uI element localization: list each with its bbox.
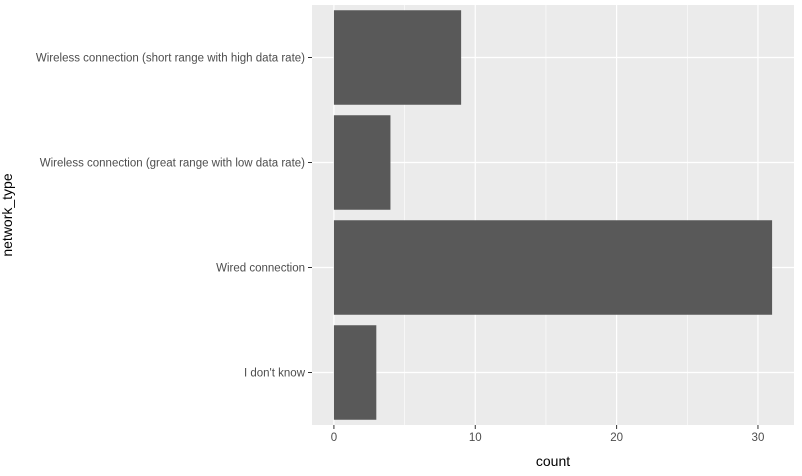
x-tick-label: 30 (752, 432, 765, 444)
x-tick-label: 0 (331, 432, 337, 444)
bar (333, 325, 377, 420)
y-axis-ticks: Wireless connection (short range with hi… (36, 53, 312, 380)
y-tick-label: Wireless connection (short range with hi… (36, 53, 305, 65)
y-tick-label: Wired connection (216, 263, 305, 275)
bar (333, 220, 773, 315)
x-axis-ticks: 0 10 20 30 (331, 425, 765, 444)
y-tick-label: I don't know (244, 368, 306, 380)
bars (333, 10, 773, 420)
y-axis-title: network_type (0, 173, 15, 256)
bar (333, 10, 462, 105)
x-tick-label: 10 (469, 432, 482, 444)
bar (333, 115, 391, 210)
x-tick-label: 20 (610, 432, 623, 444)
y-tick-label: Wireless connection (great range with lo… (40, 158, 305, 170)
x-axis-title: count (536, 453, 570, 469)
